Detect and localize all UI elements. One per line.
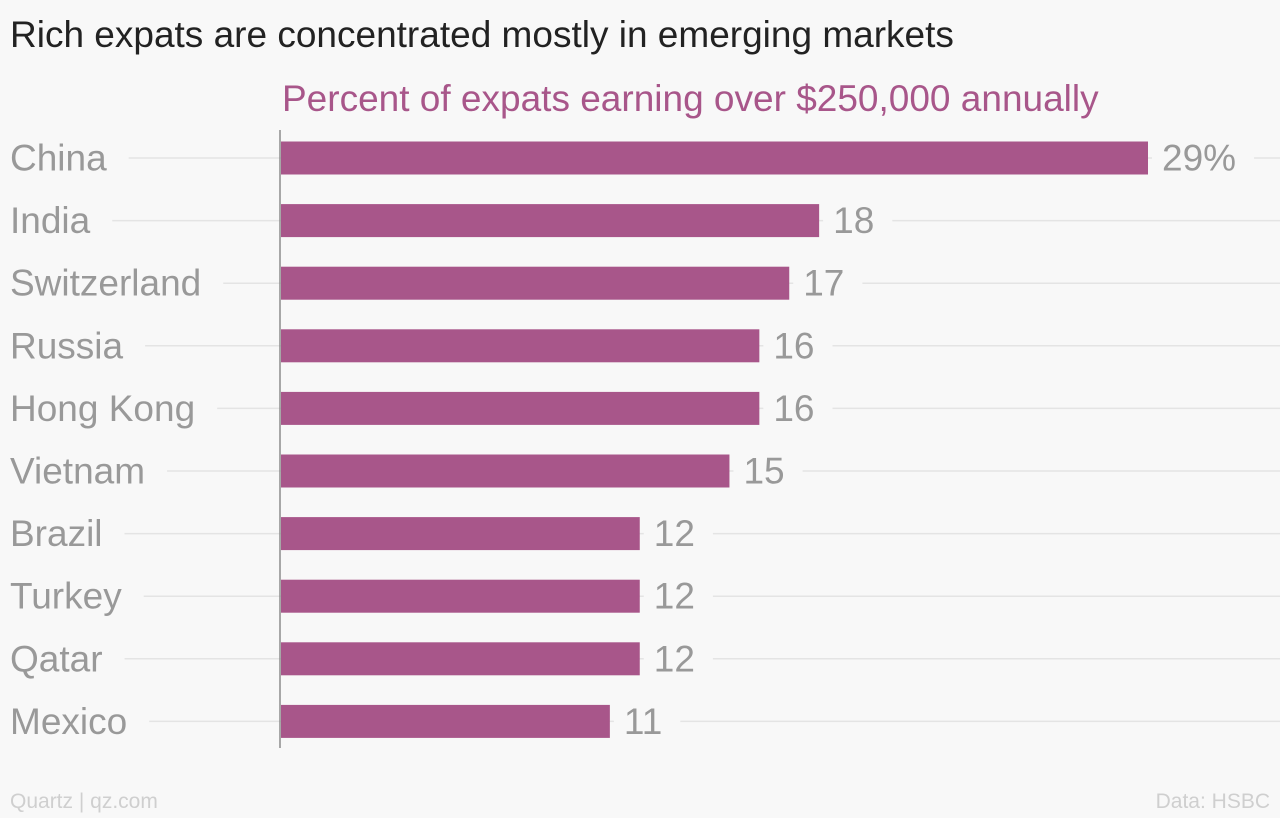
bar <box>281 266 790 300</box>
footer-source: Quartz | qz.com <box>10 790 158 813</box>
value-label: 12 <box>654 513 695 554</box>
category-label: Switzerland <box>10 263 201 304</box>
value-label: 16 <box>773 325 814 366</box>
value-label: 16 <box>773 388 814 429</box>
value-label: 17 <box>803 263 844 304</box>
category-label: Brazil <box>10 513 103 554</box>
bar <box>281 204 820 238</box>
value-label-background <box>613 717 681 726</box>
value-label-background <box>643 529 713 538</box>
bar <box>281 704 610 738</box>
value-label-background <box>763 341 833 350</box>
value-label: 12 <box>654 638 695 679</box>
bar <box>281 329 760 363</box>
bar <box>281 517 640 551</box>
category-label: Turkey <box>10 576 122 617</box>
category-label: China <box>10 138 107 179</box>
bar <box>281 141 1148 175</box>
value-label-background <box>823 216 893 225</box>
chart-title: Rich expats are concentrated mostly in e… <box>10 14 954 55</box>
chart-subtitle: Percent of expats earning over $250,000 … <box>282 78 1099 119</box>
bar <box>281 454 730 488</box>
category-label: Russia <box>10 325 124 366</box>
category-label: Hong Kong <box>10 388 195 429</box>
value-label: 12 <box>654 576 695 617</box>
value-label: 11 <box>624 701 662 742</box>
category-label: Vietnam <box>10 451 145 492</box>
bar <box>281 579 640 613</box>
value-label-background <box>1152 154 1255 162</box>
category-label: Mexico <box>10 701 127 742</box>
footer-data-credit: Data: HSBC <box>1155 790 1270 813</box>
value-label-background <box>793 279 863 288</box>
value-label-background <box>643 654 713 663</box>
category-label: India <box>10 200 91 241</box>
value-label: 29% <box>1162 138 1236 179</box>
bar <box>281 391 760 425</box>
bar <box>281 642 640 676</box>
value-label: 18 <box>833 200 874 241</box>
value-label: 15 <box>743 451 784 492</box>
value-label-background <box>733 467 803 475</box>
category-label: Qatar <box>10 638 103 679</box>
value-label-background <box>763 404 833 413</box>
value-label-background <box>643 592 713 601</box>
